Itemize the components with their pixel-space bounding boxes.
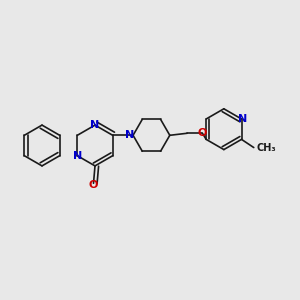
Text: CH₃: CH₃ <box>256 142 276 152</box>
Text: N: N <box>125 130 135 140</box>
Text: O: O <box>89 180 98 190</box>
Text: N: N <box>90 120 100 130</box>
Text: N: N <box>238 114 247 124</box>
Text: O: O <box>198 128 207 138</box>
Text: N: N <box>73 151 82 161</box>
